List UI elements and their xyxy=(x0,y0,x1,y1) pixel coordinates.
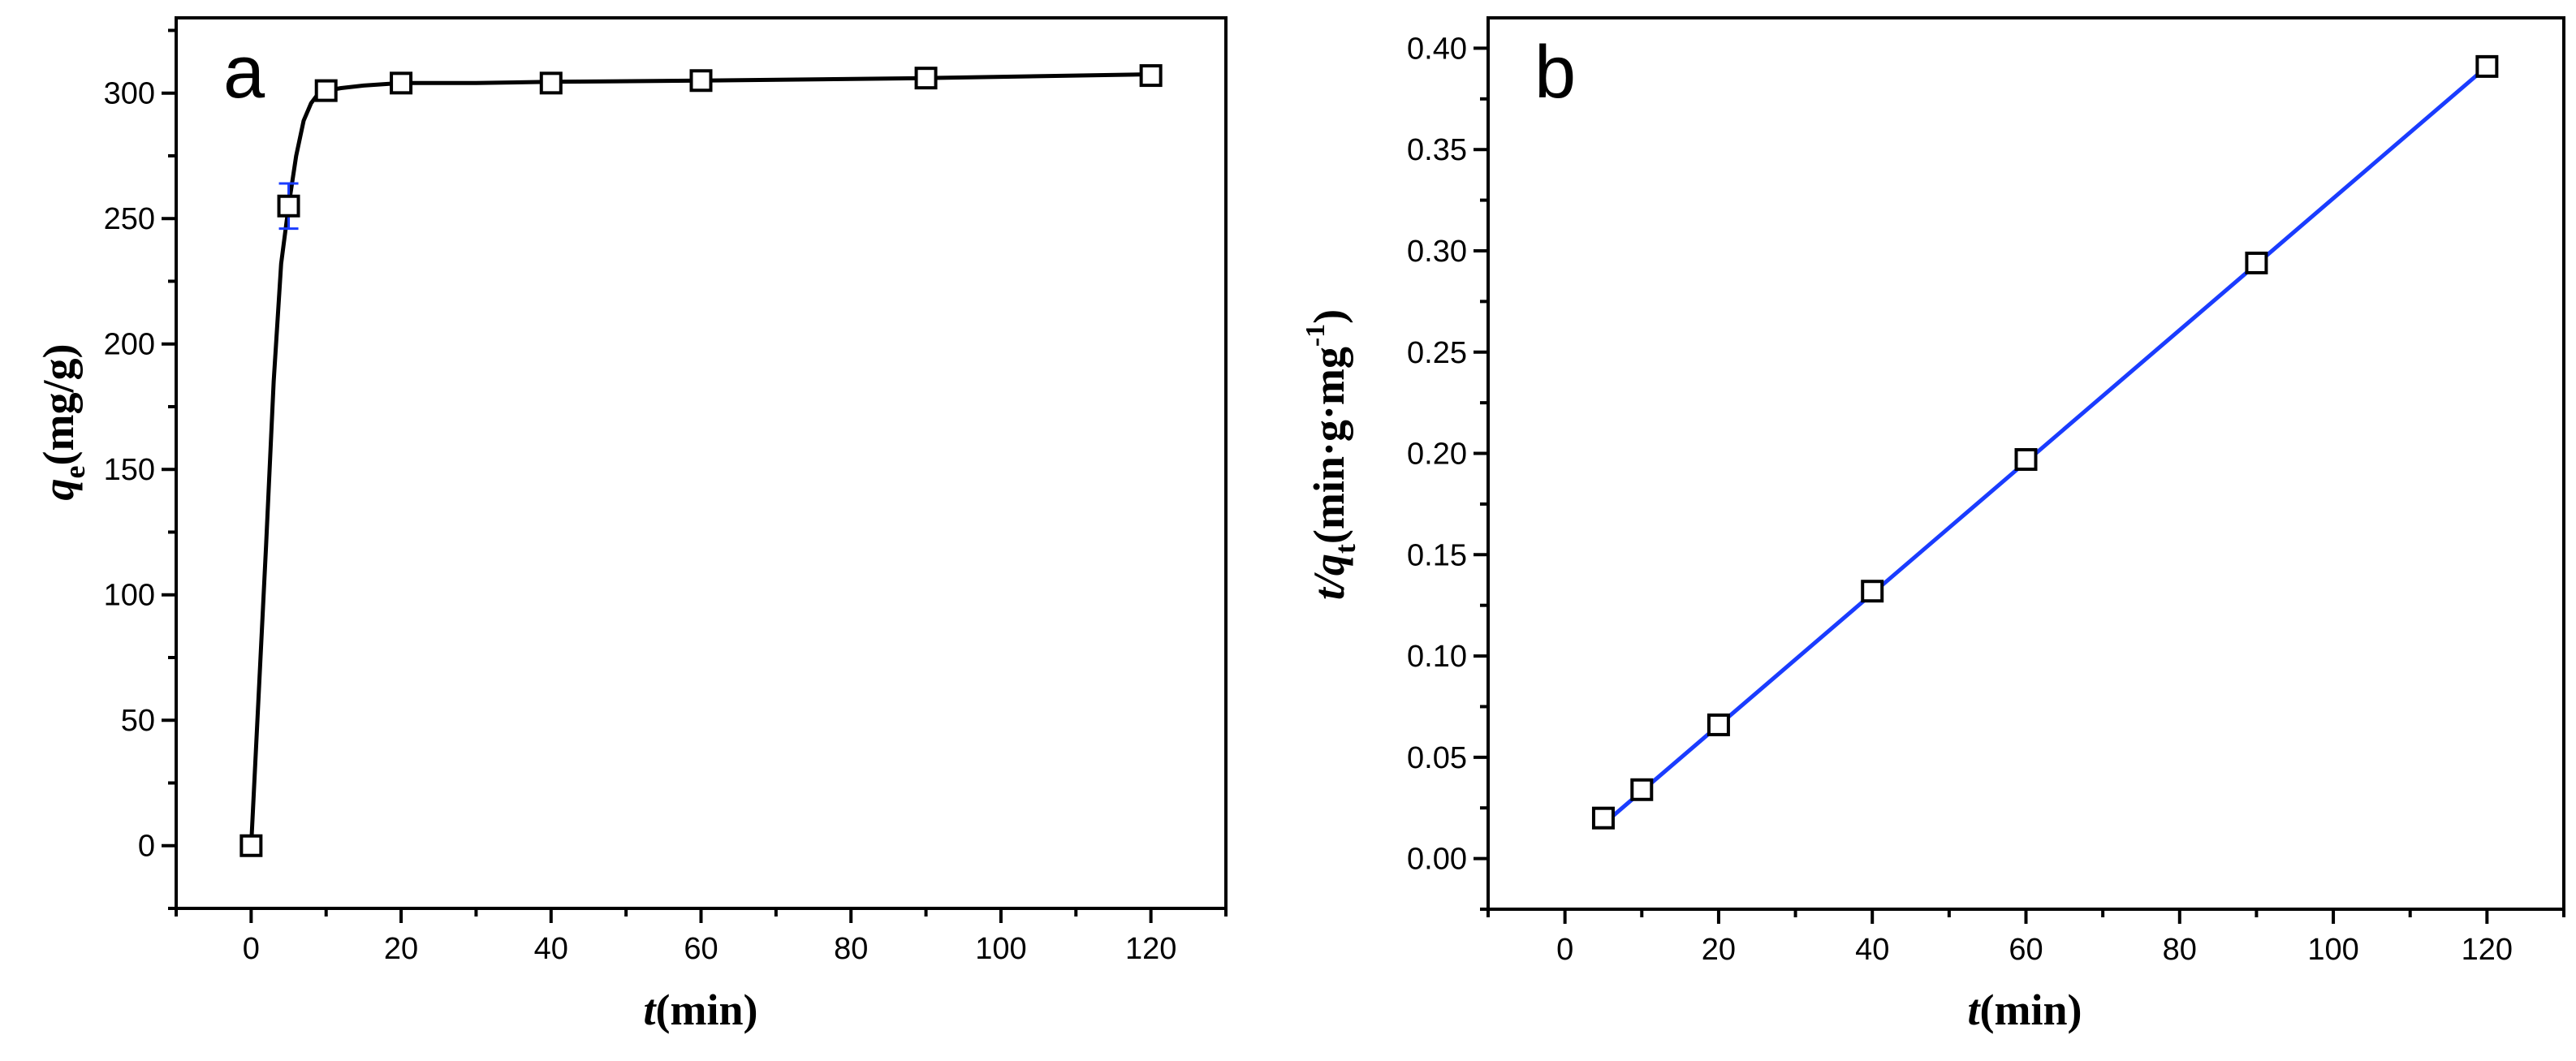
x-tick-label: 120 xyxy=(1125,932,1176,966)
data-point xyxy=(277,194,300,218)
panel-a-x-unit: (min) xyxy=(656,986,758,1034)
panel-a-y-ticks: 0 50 100 150 200 250 300 xyxy=(104,28,176,910)
panel-b: 0.00 0.05 0.10 0.15 0.20 0.25 0.30 0.35 0.40 0 20… xyxy=(1301,16,2565,1034)
panel-b-y-close: ) xyxy=(1305,309,1353,324)
panel-b-y-unit: (min·g·mg xyxy=(1305,347,1353,544)
x-tick-label: 40 xyxy=(1855,933,1889,967)
data-point xyxy=(539,71,563,95)
y-tick-label: 250 xyxy=(104,202,155,236)
x-tick-label: 40 xyxy=(534,932,568,966)
panel-a-y-sub: e xyxy=(58,465,91,478)
data-point xyxy=(2475,54,2499,78)
x-tick-label: 60 xyxy=(2009,933,2043,967)
panel-b-fit-line xyxy=(1602,65,2489,826)
data-point xyxy=(1139,64,1163,88)
y-tick-label: 100 xyxy=(104,579,155,613)
data-point xyxy=(2014,448,2038,472)
panel-a-x-axis-title: t(min) xyxy=(644,986,758,1034)
panel-a-y-unit: (mg/g) xyxy=(34,344,83,466)
y-tick-label: 0.00 xyxy=(1407,843,1467,877)
data-point xyxy=(1707,713,1730,736)
panel-a-x-ticks: 0 20 40 60 80 100 120 xyxy=(175,908,1228,966)
panel-b-x-unit: (min) xyxy=(1980,986,2082,1034)
data-point xyxy=(914,67,938,90)
panel-b-y-sub: t xyxy=(1329,544,1361,554)
x-tick-label: 80 xyxy=(2163,933,2197,967)
panel-b-x-axis-title: t(min) xyxy=(1968,986,2082,1034)
panel-a-frame xyxy=(175,16,1228,910)
x-tick-label: 120 xyxy=(2462,933,2513,967)
panel-a-x-var: t xyxy=(644,986,658,1034)
fit-line xyxy=(248,72,1151,846)
x-tick-label: 80 xyxy=(834,932,868,966)
y-tick-label: 150 xyxy=(104,453,155,487)
x-tick-label: 100 xyxy=(2307,933,2358,967)
data-point xyxy=(239,834,263,857)
y-tick-label: 200 xyxy=(104,328,155,362)
y-tick-label: 0.30 xyxy=(1407,235,1467,269)
data-point xyxy=(1591,806,1615,830)
y-tick-label: 0.40 xyxy=(1407,32,1467,66)
panel-a-letter: a xyxy=(223,31,265,114)
y-tick-label: 0.15 xyxy=(1407,538,1467,572)
panel-a-fit-curve xyxy=(248,72,1151,846)
y-tick-label: 0.10 xyxy=(1407,640,1467,674)
y-tick-label: 0 xyxy=(138,830,155,864)
panel-a-data-points xyxy=(239,64,1163,857)
y-tick-label: 0.05 xyxy=(1407,741,1467,775)
panel-b-y-var: t/q xyxy=(1305,554,1353,600)
x-tick-label: 20 xyxy=(384,932,418,966)
panel-b-y-axis-title: t/qt(min·g·mg-1) xyxy=(1301,309,1361,600)
x-tick-label: 60 xyxy=(684,932,718,966)
x-tick-label: 100 xyxy=(975,932,1026,966)
panel-b-y-sup: -1 xyxy=(1301,324,1331,347)
data-point xyxy=(1630,778,1654,801)
panel-b-y-ticks: 0.00 0.05 0.10 0.15 0.20 0.25 0.30 0.35 0.40 xyxy=(1407,32,1488,911)
data-point xyxy=(390,71,413,95)
y-tick-label: 0.35 xyxy=(1407,133,1467,167)
panel-a-y-var: q xyxy=(34,478,83,500)
data-point xyxy=(314,79,338,102)
data-point xyxy=(2245,251,2268,274)
panel-b-letter: b xyxy=(1534,31,1576,114)
y-tick-label: 0.25 xyxy=(1407,336,1467,370)
panel-a-y-axis-title: qe(mg/g) xyxy=(34,344,91,501)
fit-line xyxy=(1602,65,2489,826)
data-point xyxy=(689,69,713,93)
x-tick-label: 0 xyxy=(243,932,260,966)
x-tick-label: 20 xyxy=(1702,933,1736,967)
y-tick-label: 300 xyxy=(104,77,155,111)
panel-b-x-ticks: 0 20 40 60 80 100 120 xyxy=(1486,909,2565,967)
panel-b-x-var: t xyxy=(1968,986,1982,1034)
data-point xyxy=(1861,580,1884,603)
x-tick-label: 0 xyxy=(1556,933,1573,967)
y-tick-label: 50 xyxy=(121,704,155,738)
panel-b-data-points xyxy=(1591,54,2499,830)
y-tick-label: 0.20 xyxy=(1407,438,1467,472)
